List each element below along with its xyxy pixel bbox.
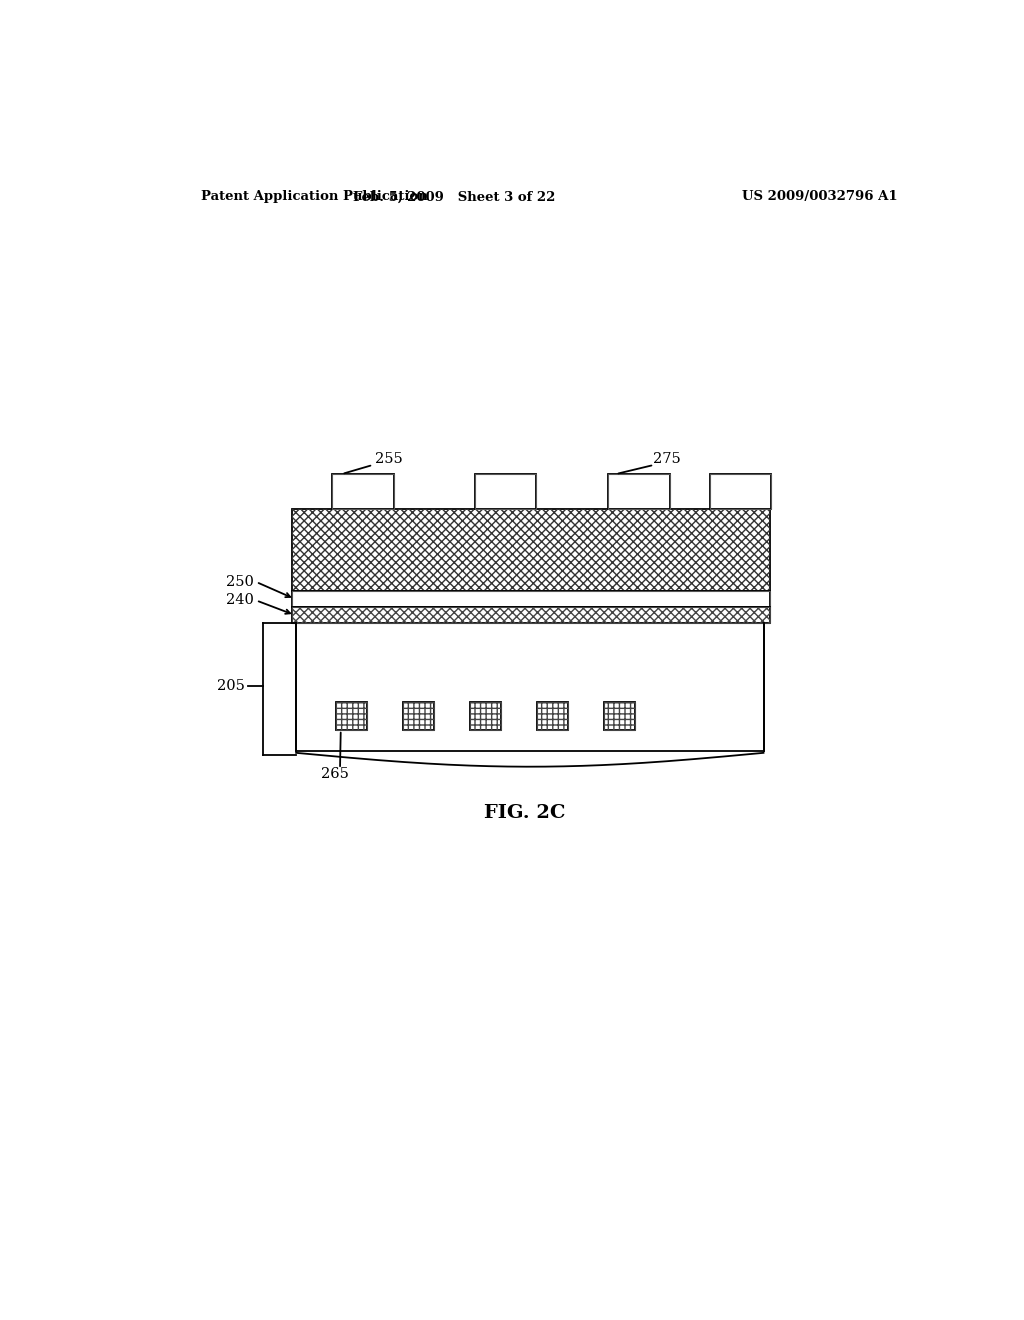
Bar xyxy=(604,702,635,730)
Text: Patent Application Publication: Patent Application Publication xyxy=(202,190,428,203)
Text: FIG. 2C: FIG. 2C xyxy=(484,804,565,822)
Bar xyxy=(608,474,670,508)
Bar xyxy=(333,474,394,508)
Bar xyxy=(336,702,367,730)
Bar xyxy=(475,474,537,508)
Text: 275: 275 xyxy=(652,451,680,466)
Bar xyxy=(710,474,771,508)
Bar xyxy=(710,474,771,508)
Bar xyxy=(538,702,568,730)
Bar xyxy=(333,474,394,508)
Bar xyxy=(292,607,770,623)
Bar xyxy=(292,591,770,607)
Bar xyxy=(292,508,770,591)
Bar xyxy=(403,702,434,730)
Bar xyxy=(336,702,367,730)
Text: 205: 205 xyxy=(217,678,245,693)
Text: Feb. 5, 2009   Sheet 3 of 22: Feb. 5, 2009 Sheet 3 of 22 xyxy=(353,190,555,203)
Text: 250: 250 xyxy=(226,576,254,589)
Bar xyxy=(292,607,770,623)
Text: 240: 240 xyxy=(226,594,254,607)
Bar xyxy=(292,508,770,591)
Bar xyxy=(608,474,670,508)
Bar xyxy=(403,702,434,730)
Bar xyxy=(475,474,537,508)
Bar xyxy=(470,702,501,730)
Bar xyxy=(296,623,764,751)
Text: 265: 265 xyxy=(321,767,348,781)
Text: US 2009/0032796 A1: US 2009/0032796 A1 xyxy=(742,190,897,203)
Bar xyxy=(470,702,501,730)
Bar xyxy=(604,702,635,730)
Bar xyxy=(538,702,568,730)
Bar xyxy=(292,591,770,607)
Text: 255: 255 xyxy=(376,451,403,466)
